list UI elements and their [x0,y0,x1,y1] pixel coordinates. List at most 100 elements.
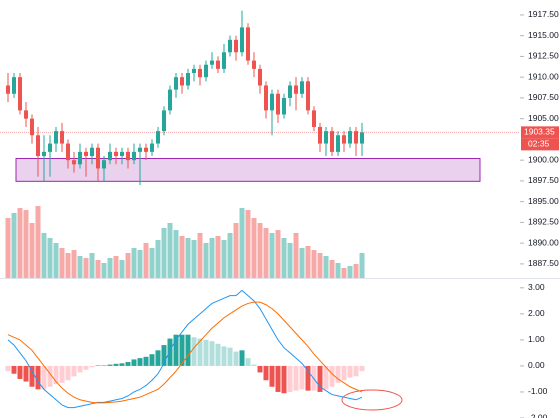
macd-histogram-bar [269,365,275,387]
volume-bar [203,243,209,278]
candle-body [240,27,244,53]
y-tick-label: 1905.00 [528,113,559,123]
y-tick-label: 1897.50 [528,175,559,185]
volume-bar [137,250,143,278]
macd-histogram-bar [71,365,77,377]
y-tick-label: 1907.50 [528,92,559,102]
candle-body [360,132,364,144]
macd-histogram-bar [353,365,359,377]
volume-bar [71,250,77,278]
candle-body [24,110,28,119]
macd-histogram-bar [185,334,191,366]
macd-histogram-bar [29,365,35,387]
candle-body [294,85,298,94]
macd-y-tick-label: 0.00 [528,360,545,370]
candle-body [180,77,184,86]
last-price-box [521,126,559,139]
candle-body [162,110,166,132]
macd-histogram-bar [59,365,65,383]
volume-bar [341,268,347,278]
y-tick-label: 1915.00 [528,30,559,40]
candle-body [126,151,130,161]
candle-body [42,151,46,157]
volume-bar [53,243,59,278]
volume-bar [47,238,53,278]
volume-bar [257,223,263,278]
candle-body [84,151,88,157]
macd-histogram-bar [5,365,11,372]
macd-histogram-bar [47,365,53,387]
macd-histogram-bar [161,345,167,366]
volume-bar [353,264,359,278]
macd-histogram-bar [95,365,101,366]
volume-bar [11,213,17,278]
candle-body [150,143,154,152]
macd-histogram-bar [305,365,311,391]
candle-body [354,131,358,144]
candle-body [186,73,190,86]
macd-histogram-bar [287,365,293,392]
candle-body [348,131,352,144]
candle-body [96,147,100,169]
macd-histogram-bar [35,365,41,390]
macd-y-tick-label: 3.00 [528,282,545,292]
volume-bar [83,258,89,278]
macd-histogram-bar [179,334,185,366]
y-tick-label: 1892.50 [528,217,559,227]
macd-y-tick-label: -1.00 [528,386,548,396]
macd-histogram-bar [215,343,221,366]
volume-bar [161,228,167,278]
candle-body [168,89,172,111]
macd-histogram-bar [77,365,83,373]
y-tick-label: 1887.50 [528,258,559,268]
volume-bar [251,218,257,278]
candle-body [288,85,292,98]
candle-body [12,77,16,94]
volume-bar [305,246,311,278]
volume-bar [239,208,245,278]
candle-body [48,143,52,152]
macd-histogram-bar [293,365,299,391]
candle-body [282,97,286,115]
volume-bar [299,248,305,278]
volume-bar [167,223,173,278]
candle-body [60,131,64,144]
macd-histogram-bar [155,350,161,366]
candle-body [342,135,346,144]
macd-histogram-bar [341,365,347,381]
macd-line [7,301,363,404]
macd-y-tick-label: 2.00 [528,308,545,318]
candle-body [114,151,118,157]
macd-histogram-bar [221,346,227,366]
macd-histogram-bar [113,363,119,366]
macd-histogram-bar [329,365,335,387]
macd-histogram-bar [323,365,329,390]
candle-body [318,126,322,144]
y-tick-label: 1912.50 [528,51,559,61]
zone [15,158,481,182]
y-tick-label: 1895.00 [528,196,559,206]
y-tick-label: 1917.50 [528,9,559,19]
macd-histogram-bar [191,337,197,366]
macd-histogram-bar [53,365,59,385]
countdown-box [521,138,559,151]
candle-body [120,151,124,157]
volume-bar [17,208,23,278]
macd-histogram-bar [233,351,239,366]
y-tick-label: 1900.00 [528,154,559,164]
macd-histogram-bar [245,358,251,366]
annotation-ellipse [341,389,403,411]
volume-bar [65,253,71,278]
candle-body [174,77,178,90]
candle-body [54,131,58,144]
macd-histogram-bar [41,365,47,390]
candle-body [234,39,238,53]
candle-body [270,93,274,111]
macd-histogram-bar [83,365,89,370]
macd-histogram-bar [11,365,17,374]
volume-bar [101,263,107,278]
volume-bar [89,253,95,278]
macd-histogram-bar [131,359,137,366]
candle-body [156,131,160,144]
